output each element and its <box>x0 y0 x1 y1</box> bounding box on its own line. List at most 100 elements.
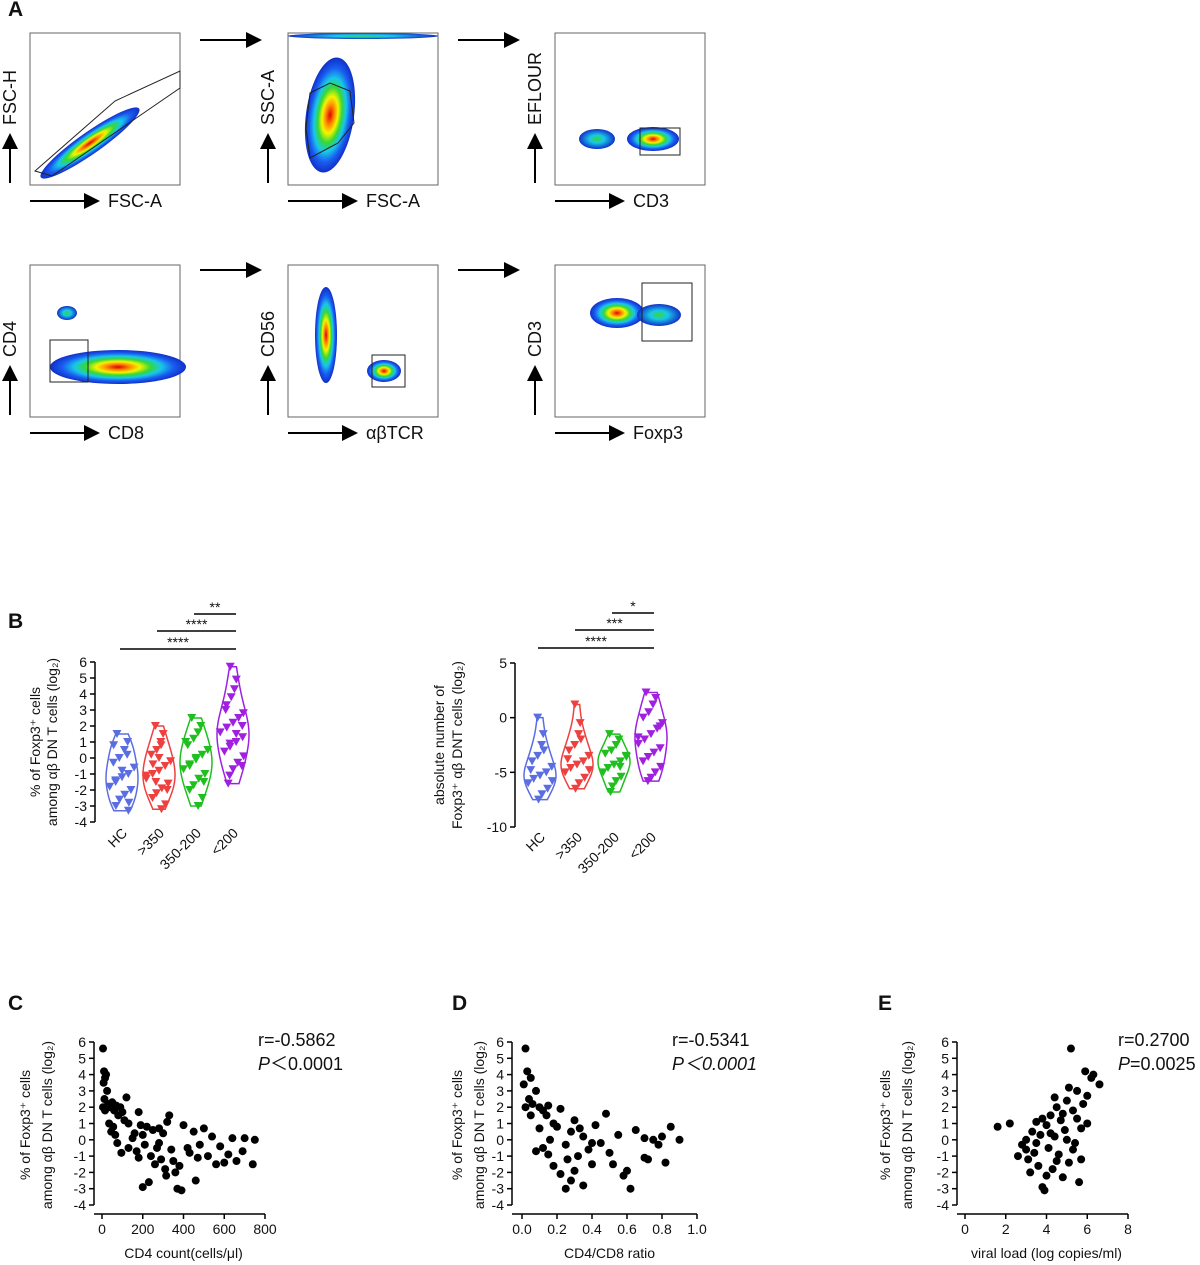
p-value: ＜0.0001 <box>270 1054 343 1074</box>
x-tick-label: <200 <box>626 829 660 863</box>
panel-label: B <box>8 610 23 633</box>
data-point <box>638 757 648 766</box>
data-point <box>598 768 608 777</box>
x-tick-label: 1.0 <box>687 1221 707 1237</box>
data-point <box>1026 1168 1035 1177</box>
y-axis-label: among αβ DN T cells (log₂) <box>44 658 60 826</box>
data-point <box>1056 1116 1065 1125</box>
data-point <box>203 1152 212 1161</box>
data-point <box>666 1122 675 1131</box>
data-point <box>580 773 590 782</box>
p-value: ＜0.0001 <box>684 1054 757 1074</box>
y-axis-label: absolute number of <box>431 685 447 805</box>
data-point <box>574 779 584 788</box>
plot-frame <box>29 264 181 418</box>
x-axis-label: CD4/CD8 ratio <box>564 1245 655 1261</box>
y-tick-label: 6 <box>496 1034 504 1050</box>
y-tick-label: 0 <box>78 1132 86 1148</box>
x-axis-label: Foxp3 <box>633 423 683 443</box>
data-point <box>578 757 588 766</box>
data-point <box>199 1124 208 1133</box>
y-tick-label: 0 <box>499 710 507 726</box>
data-point <box>542 1111 551 1120</box>
data-point <box>1024 1155 1033 1164</box>
gate <box>639 127 681 156</box>
y-axis-label: SSC-A <box>258 70 278 125</box>
data-point <box>1077 1155 1086 1164</box>
density-blob <box>590 298 644 328</box>
y-axis-label: EFLOUR <box>525 52 545 125</box>
data-point <box>169 1156 178 1165</box>
data-point <box>527 757 537 766</box>
data-point <box>234 714 244 722</box>
data-point <box>117 766 127 775</box>
data-point <box>1081 1067 1090 1076</box>
data-point <box>196 722 206 730</box>
gate <box>641 282 693 342</box>
data-point <box>576 735 586 744</box>
y-axis-label: % of Foxp3⁺ cells <box>449 1070 465 1180</box>
data-point <box>177 1186 186 1195</box>
y-tick-label: 4 <box>78 1067 86 1083</box>
x-tick-label: 0.8 <box>652 1221 672 1237</box>
data-point <box>570 741 580 749</box>
x-axis-label: CD8 <box>108 423 144 443</box>
data-point <box>141 771 151 780</box>
y-tick-label: -3 <box>74 1181 87 1197</box>
panel-label: E <box>878 992 892 1015</box>
data-point <box>138 1130 147 1139</box>
y-tick-label: -1 <box>937 1148 950 1164</box>
data-point <box>546 1135 554 1144</box>
data-point <box>596 1139 605 1148</box>
data-point <box>579 1181 588 1190</box>
data-point <box>533 713 543 722</box>
data-point <box>195 1140 204 1149</box>
density-blob <box>50 350 186 384</box>
data-point <box>194 774 204 783</box>
x-tick-label: 0.2 <box>547 1221 567 1237</box>
y-tick-label: 0 <box>941 1132 949 1148</box>
x-tick-label: 0 <box>98 1221 106 1237</box>
x-tick-label: 4 <box>1043 1221 1051 1237</box>
x-tick-label: HC <box>104 825 130 851</box>
y-tick-label: -1 <box>492 1148 505 1164</box>
data-point <box>1052 1103 1061 1112</box>
gate <box>371 354 406 388</box>
data-point <box>124 1143 133 1152</box>
data-point <box>221 706 231 714</box>
data-point <box>158 730 168 738</box>
flow-plot: FSC-A SSC-A <box>258 32 439 211</box>
data-point <box>528 1099 537 1108</box>
data-point <box>203 746 213 754</box>
data-point <box>162 1171 171 1180</box>
significance-label: **** <box>167 634 189 650</box>
data-point <box>1068 1106 1077 1115</box>
data-point <box>102 1070 111 1079</box>
flow-plot: CD8 CD4 <box>0 264 186 443</box>
gate <box>49 339 89 383</box>
data-point <box>641 688 651 697</box>
data-point <box>163 779 173 788</box>
y-tick-label: 2 <box>78 1099 86 1115</box>
data-point <box>231 730 241 738</box>
data-point <box>549 1161 558 1170</box>
data-point <box>532 1147 540 1156</box>
data-point <box>1005 1119 1014 1128</box>
y-tick-label: 4 <box>941 1067 949 1083</box>
data-point <box>1066 1044 1075 1053</box>
data-point <box>640 1153 649 1162</box>
data-point <box>189 781 199 790</box>
data-point <box>185 786 195 794</box>
data-point <box>118 1108 127 1117</box>
data-point <box>120 790 130 799</box>
data-point <box>541 768 551 777</box>
panel-label: A <box>8 0 23 21</box>
data-point <box>144 1178 153 1187</box>
r-annotation: r=0.2700 <box>1118 1030 1190 1050</box>
y-axis-label: % of Foxp3⁺ cells <box>877 1070 893 1180</box>
data-point <box>604 730 614 739</box>
data-point <box>123 770 133 778</box>
data-point <box>1030 1148 1039 1157</box>
data-point <box>584 1145 593 1154</box>
